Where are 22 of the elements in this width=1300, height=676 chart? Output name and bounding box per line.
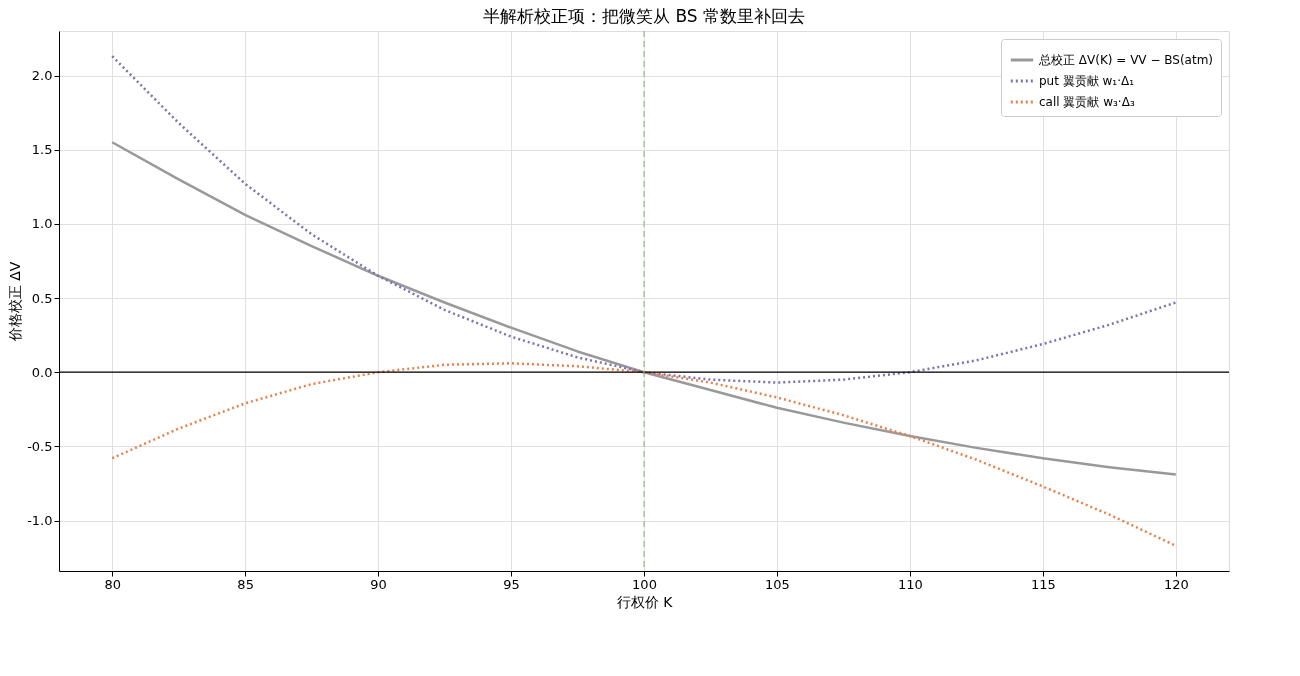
x-tick-label: 120	[1163, 576, 1189, 592]
legend-label: put 翼贡献 w₁·Δ₁	[1039, 74, 1135, 88]
y-tick-label: 1.5	[31, 142, 53, 158]
x-tick-label: 95	[503, 576, 520, 592]
x-tick-label: 115	[1030, 576, 1056, 592]
x-axis-title: 行权价 K	[616, 593, 674, 610]
x-tick-label: 105	[765, 576, 790, 592]
legend-label: 总校正 ΔV(K) = VV − BS(atm)	[1038, 53, 1213, 67]
y-tick-label: 2.0	[31, 68, 53, 84]
y-tick-label: 1.0	[31, 216, 53, 232]
y-tick-label: -0.5	[27, 438, 53, 454]
x-tick-label: 100	[632, 576, 657, 592]
chart-title: 半解析校正项：把微笑从 BS 常数里补回去	[483, 6, 805, 27]
x-tick-label: 80	[104, 576, 121, 592]
x-tick-label: 110	[898, 576, 923, 592]
y-axis-title: 价格校正 ΔV	[7, 261, 24, 343]
legend-label: call 翼贡献 w₃·Δ₃	[1039, 95, 1135, 109]
y-tick-label: 0.5	[31, 290, 53, 306]
y-tick-label: -1.0	[27, 513, 53, 529]
y-tick-label: 0.0	[31, 364, 53, 380]
x-tick-label: 90	[370, 576, 387, 592]
x-tick-label: 85	[237, 576, 254, 592]
